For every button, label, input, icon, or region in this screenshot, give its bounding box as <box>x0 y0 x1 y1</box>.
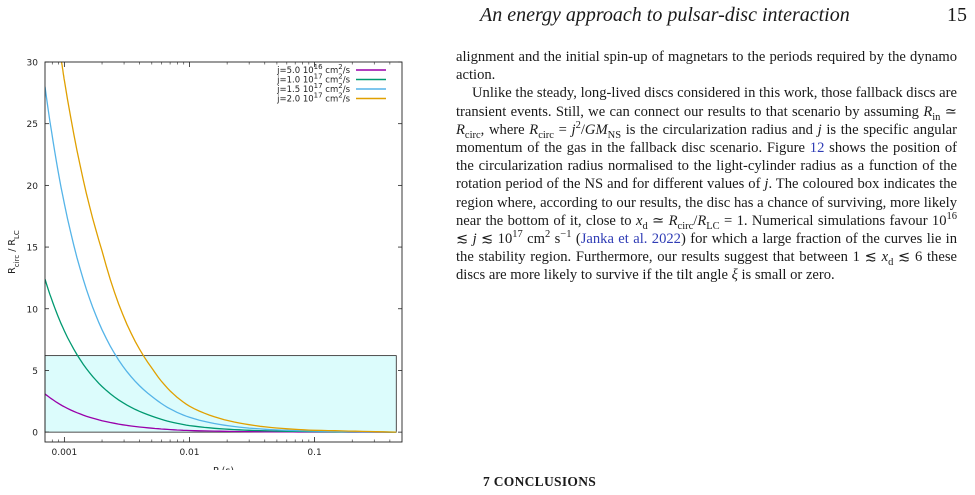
body-text: alignment and the initial spin-up of mag… <box>456 48 957 285</box>
stability-box <box>44 355 397 433</box>
text-run: is small or zero. <box>737 267 835 284</box>
paragraph-1: alignment and the initial spin-up of mag… <box>456 49 957 84</box>
text-run: these discs are more likely to survive i… <box>456 249 957 284</box>
y-tick-label: 10 <box>27 305 39 315</box>
text-run: is the specific angular momentum of the … <box>456 121 957 157</box>
figure-12: 0 5 10 15 20 25 30 0.001 0.01 0.1 P (s) Rcirc / RLC… <box>0 0 420 470</box>
y-tick-label: 5 <box>32 367 38 377</box>
page-number: 15 <box>947 4 967 26</box>
x-tick-label: 0.001 <box>51 448 77 458</box>
y-tick-label: 25 <box>27 120 38 130</box>
running-title: An energy approach to pulsar-disc intera… <box>480 4 850 26</box>
y-tick-label: 20 <box>27 182 39 192</box>
text-run: Unlike the steady, long-lived discs cons… <box>456 85 957 120</box>
legend-entry: j=1.0 1017 cm2/s <box>276 73 350 86</box>
plot-frame <box>44 61 403 443</box>
y-tick-label: 0 <box>32 429 38 439</box>
section-heading: 7 CONCLUSIONS <box>483 474 597 489</box>
citation-link[interactable]: Janka et al. 2022 <box>580 231 681 248</box>
legend-entry: j=5.0 1016 cm2/s <box>276 63 350 76</box>
text-run: , where <box>480 121 530 138</box>
figure-link[interactable]: 12 <box>809 140 825 157</box>
text-run: ( <box>571 231 581 248</box>
text-run: ) for which a large fraction of the curv… <box>456 231 958 266</box>
legend-entry: j=2.0 1017 cm2/s <box>276 92 350 105</box>
x-tick-label: 0.01 <box>179 448 199 458</box>
x-tick-label: 0.1 <box>307 448 321 458</box>
text-run: shows the position of the circularizatio… <box>456 140 957 193</box>
y-axis-label: Rcirc / RLC <box>7 230 21 274</box>
x-axis-label: P (s) <box>213 466 234 470</box>
y-tick-label: 30 <box>27 59 39 69</box>
series-line <box>60 62 397 433</box>
text-run: . The coloured box indicates the region … <box>456 176 957 229</box>
series-line <box>45 86 397 433</box>
chart-canvas: 0 5 10 15 20 25 30 0.001 0.01 0.1 P (s) Rcirc / RLC… <box>7 59 403 470</box>
text-run: is the circularization radius and <box>621 121 818 138</box>
text-run: . Numerical simulations favour <box>743 212 932 229</box>
y-tick-label: 15 <box>27 244 38 254</box>
paragraph-2: Unlike the steady, long-lived discs cons… <box>456 85 958 284</box>
legend-entry: j=1.5 1017 cm2/s <box>276 82 350 95</box>
